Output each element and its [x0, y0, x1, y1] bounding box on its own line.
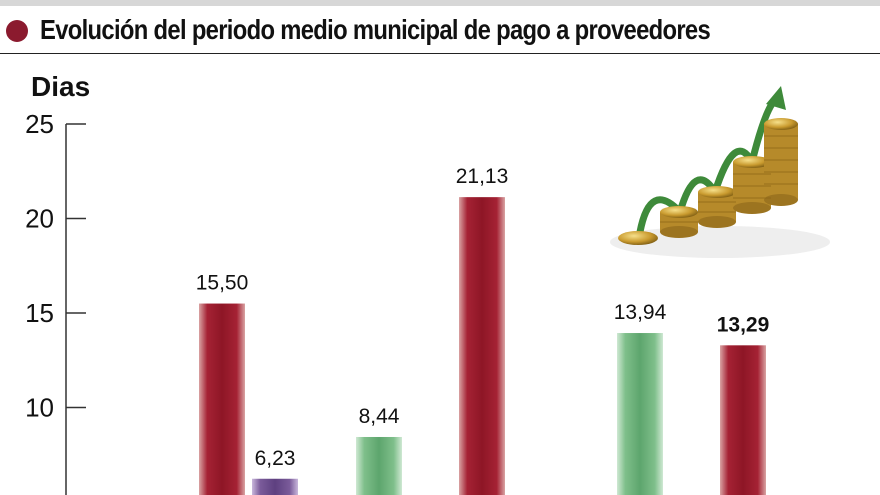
bar-7 — [720, 345, 766, 495]
bar-5 — [617, 333, 663, 495]
y-tick-label: 15 — [25, 298, 54, 328]
bar-value-label: 6,23 — [255, 447, 296, 470]
bars-group: 15,50 6,23 8,44 21,13 13,94 13,29 — [196, 165, 770, 495]
bar-value-label: 13,29 — [717, 313, 770, 336]
coins-growth-icon — [610, 86, 830, 258]
y-axis: 25 20 15 10 — [25, 109, 86, 495]
chart-header: Evolución del periodo medio municipal de… — [0, 9, 880, 54]
title-bullet-icon — [6, 20, 28, 42]
bar-value-label: 13,94 — [614, 301, 667, 324]
chart-title: Evolución del periodo medio municipal de… — [40, 14, 711, 45]
y-tick-label: 25 — [25, 109, 54, 139]
y-axis-label: Dias — [31, 71, 90, 102]
bar-value-label: 15,50 — [196, 272, 249, 295]
bar-1 — [199, 303, 245, 495]
bar-4 — [459, 197, 505, 495]
bar-value-label: 8,44 — [359, 405, 400, 428]
bar-value-label: 21,13 — [456, 165, 509, 188]
y-tick-label: 10 — [25, 393, 54, 423]
top-bar — [0, 0, 880, 6]
y-tick-label: 20 — [25, 204, 54, 234]
bar-3 — [356, 436, 402, 495]
bar-2 — [252, 478, 298, 495]
